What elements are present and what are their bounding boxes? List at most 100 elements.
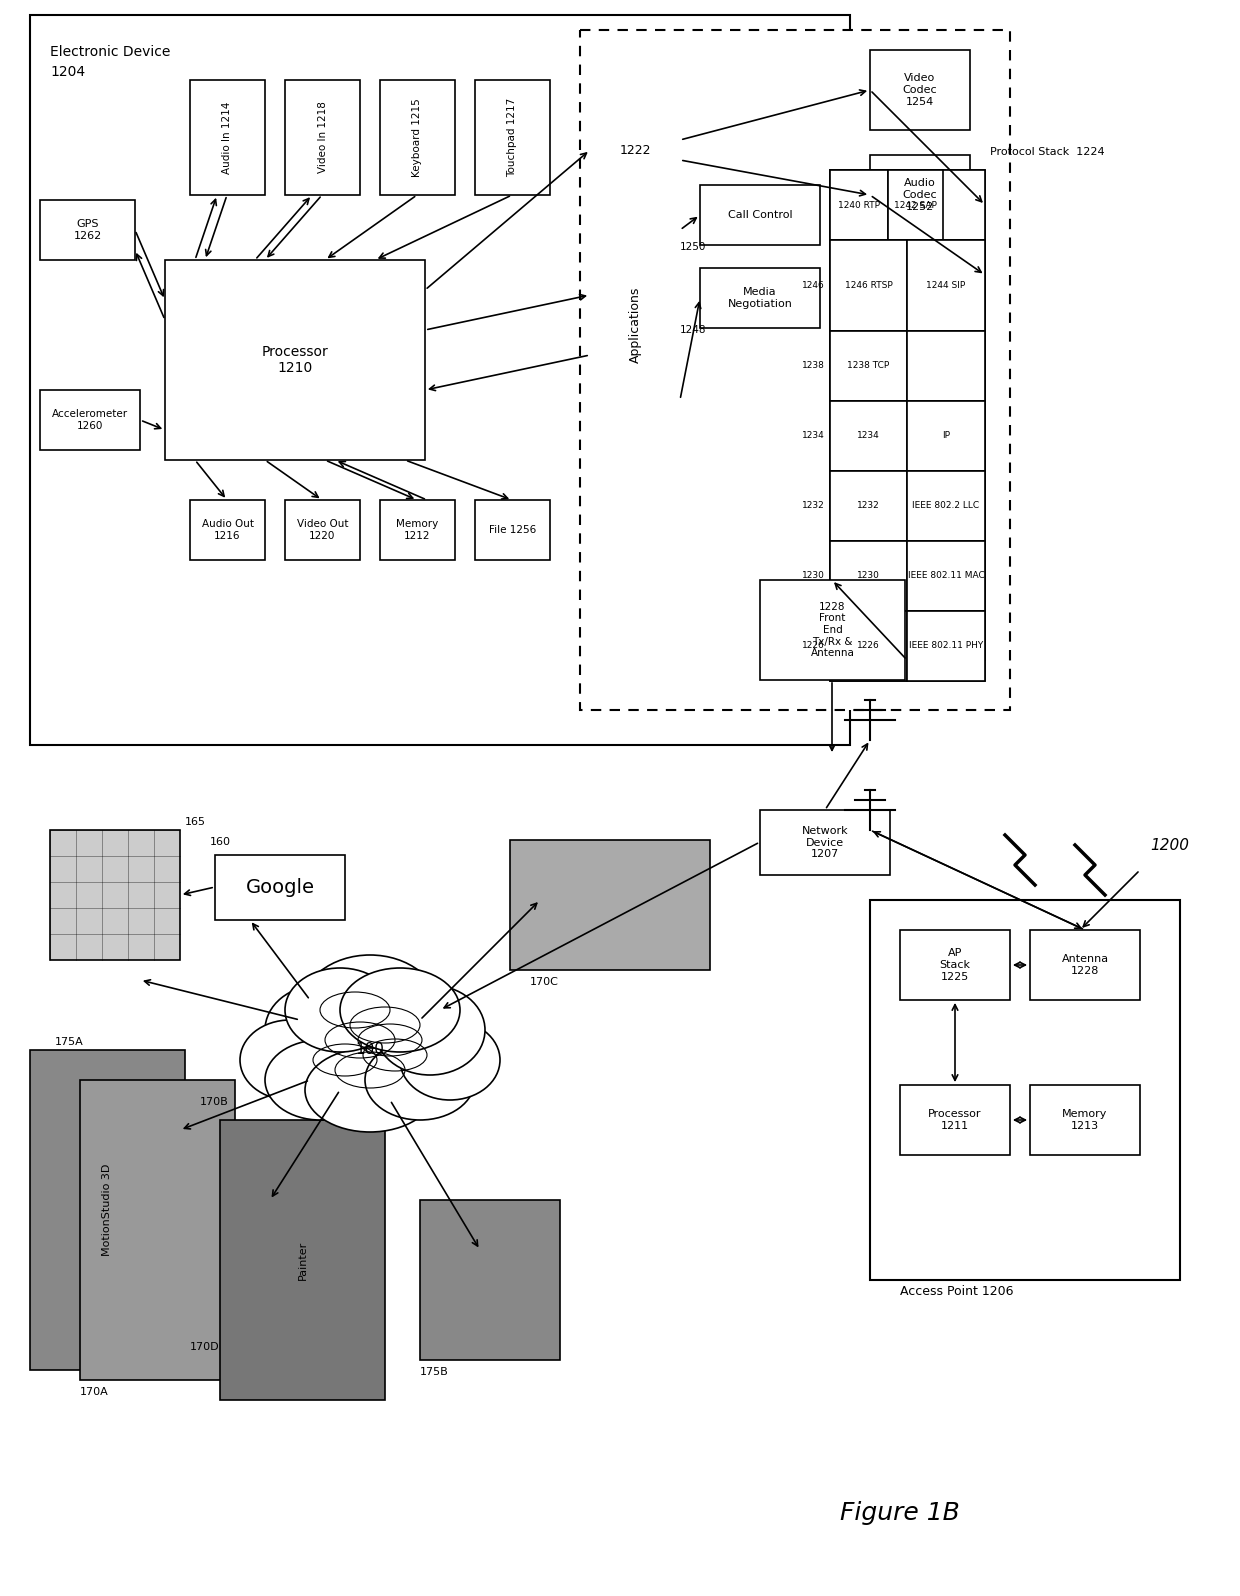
FancyBboxPatch shape <box>1030 1085 1140 1156</box>
FancyBboxPatch shape <box>40 389 140 450</box>
FancyBboxPatch shape <box>870 155 970 235</box>
Ellipse shape <box>265 1041 374 1120</box>
FancyBboxPatch shape <box>906 401 985 471</box>
Text: 100: 100 <box>356 1042 384 1058</box>
FancyBboxPatch shape <box>590 124 680 176</box>
Text: 175A: 175A <box>55 1037 84 1047</box>
Text: Figure 1B: Figure 1B <box>841 1500 960 1526</box>
Text: 1232: 1232 <box>802 501 825 511</box>
FancyBboxPatch shape <box>906 471 985 541</box>
FancyBboxPatch shape <box>1030 930 1140 1001</box>
FancyBboxPatch shape <box>906 330 985 401</box>
Text: Memory
1213: Memory 1213 <box>1063 1109 1107 1132</box>
Text: 1242 SAP: 1242 SAP <box>894 201 937 209</box>
Text: 1246: 1246 <box>802 281 825 290</box>
Text: 170D: 170D <box>190 1342 219 1352</box>
FancyBboxPatch shape <box>870 49 970 129</box>
FancyBboxPatch shape <box>215 855 345 919</box>
Text: 1226: 1226 <box>802 642 825 651</box>
Text: 170A: 170A <box>81 1387 109 1396</box>
FancyBboxPatch shape <box>830 541 985 611</box>
FancyBboxPatch shape <box>760 579 905 680</box>
Ellipse shape <box>401 1020 500 1100</box>
Text: IEEE 802.11 MAC: IEEE 802.11 MAC <box>908 571 985 581</box>
Ellipse shape <box>365 1041 475 1120</box>
Text: Google: Google <box>246 878 315 897</box>
Text: 1238: 1238 <box>802 362 825 370</box>
Text: Audio In 1214: Audio In 1214 <box>222 101 233 174</box>
Text: Video Out
1220: Video Out 1220 <box>296 519 348 541</box>
Text: 1204: 1204 <box>50 65 86 78</box>
Text: IP: IP <box>942 431 950 440</box>
FancyBboxPatch shape <box>190 500 265 560</box>
Text: AP
Stack
1225: AP Stack 1225 <box>940 948 971 982</box>
Ellipse shape <box>305 1049 435 1132</box>
Ellipse shape <box>300 954 440 1065</box>
Text: 1248: 1248 <box>680 326 707 335</box>
FancyBboxPatch shape <box>906 541 985 611</box>
FancyBboxPatch shape <box>379 500 455 560</box>
Ellipse shape <box>285 969 396 1052</box>
Text: 1230: 1230 <box>802 571 825 581</box>
FancyBboxPatch shape <box>580 30 1011 710</box>
FancyBboxPatch shape <box>475 500 551 560</box>
Text: Keyboard 1215: Keyboard 1215 <box>413 97 423 177</box>
FancyBboxPatch shape <box>830 471 906 541</box>
FancyBboxPatch shape <box>830 330 985 401</box>
Text: IEEE 802.11 PHY: IEEE 802.11 PHY <box>909 642 983 651</box>
Text: Audio Out
1216: Audio Out 1216 <box>201 519 253 541</box>
FancyBboxPatch shape <box>81 1080 236 1381</box>
Text: Applications: Applications <box>629 287 641 364</box>
FancyBboxPatch shape <box>30 1050 185 1369</box>
FancyBboxPatch shape <box>830 171 985 661</box>
FancyBboxPatch shape <box>379 80 455 195</box>
FancyBboxPatch shape <box>165 260 425 460</box>
Text: Accelerometer
1260: Accelerometer 1260 <box>52 409 128 431</box>
FancyBboxPatch shape <box>219 1120 384 1400</box>
Text: IEEE 802.2 LLC: IEEE 802.2 LLC <box>913 501 980 511</box>
Text: 1250: 1250 <box>680 243 707 252</box>
Text: 1222: 1222 <box>619 144 651 156</box>
FancyBboxPatch shape <box>40 200 135 260</box>
Text: 1226: 1226 <box>857 642 880 651</box>
Text: Processor
1211: Processor 1211 <box>929 1109 982 1132</box>
FancyBboxPatch shape <box>906 611 985 681</box>
Text: GPS
1262: GPS 1262 <box>73 219 102 241</box>
FancyBboxPatch shape <box>830 401 906 471</box>
Text: Painter: Painter <box>298 1240 308 1280</box>
Text: 1200: 1200 <box>1149 838 1189 852</box>
Text: Electronic Device: Electronic Device <box>50 45 170 59</box>
FancyBboxPatch shape <box>830 171 888 239</box>
Text: 1246 RTSP: 1246 RTSP <box>844 281 893 290</box>
FancyBboxPatch shape <box>30 14 849 745</box>
FancyBboxPatch shape <box>510 839 711 970</box>
FancyBboxPatch shape <box>888 171 942 239</box>
Text: 170C: 170C <box>529 977 559 986</box>
FancyBboxPatch shape <box>701 268 820 329</box>
FancyBboxPatch shape <box>830 239 985 330</box>
Text: 1238 TCP: 1238 TCP <box>847 362 889 370</box>
FancyBboxPatch shape <box>420 1200 560 1360</box>
Text: 1234: 1234 <box>802 431 825 440</box>
FancyBboxPatch shape <box>760 811 890 875</box>
FancyBboxPatch shape <box>830 401 985 471</box>
Text: Video In 1218: Video In 1218 <box>317 102 327 174</box>
FancyBboxPatch shape <box>285 80 360 195</box>
Text: 165: 165 <box>185 817 206 827</box>
Text: 160: 160 <box>210 836 231 847</box>
Text: 1230: 1230 <box>857 571 880 581</box>
Text: 1244 SIP: 1244 SIP <box>926 281 966 290</box>
FancyBboxPatch shape <box>900 930 1011 1001</box>
FancyBboxPatch shape <box>900 1085 1011 1156</box>
FancyBboxPatch shape <box>830 611 985 681</box>
FancyBboxPatch shape <box>190 80 265 195</box>
Text: Touchpad 1217: Touchpad 1217 <box>507 97 517 177</box>
Text: Audio
Codec
1252: Audio Codec 1252 <box>903 179 937 212</box>
Text: Network
Device
1207: Network Device 1207 <box>802 825 848 859</box>
FancyBboxPatch shape <box>590 200 680 450</box>
Text: Processor
1210: Processor 1210 <box>262 345 329 375</box>
FancyBboxPatch shape <box>830 239 906 330</box>
FancyBboxPatch shape <box>830 541 906 611</box>
Ellipse shape <box>374 985 485 1076</box>
FancyBboxPatch shape <box>830 611 906 681</box>
